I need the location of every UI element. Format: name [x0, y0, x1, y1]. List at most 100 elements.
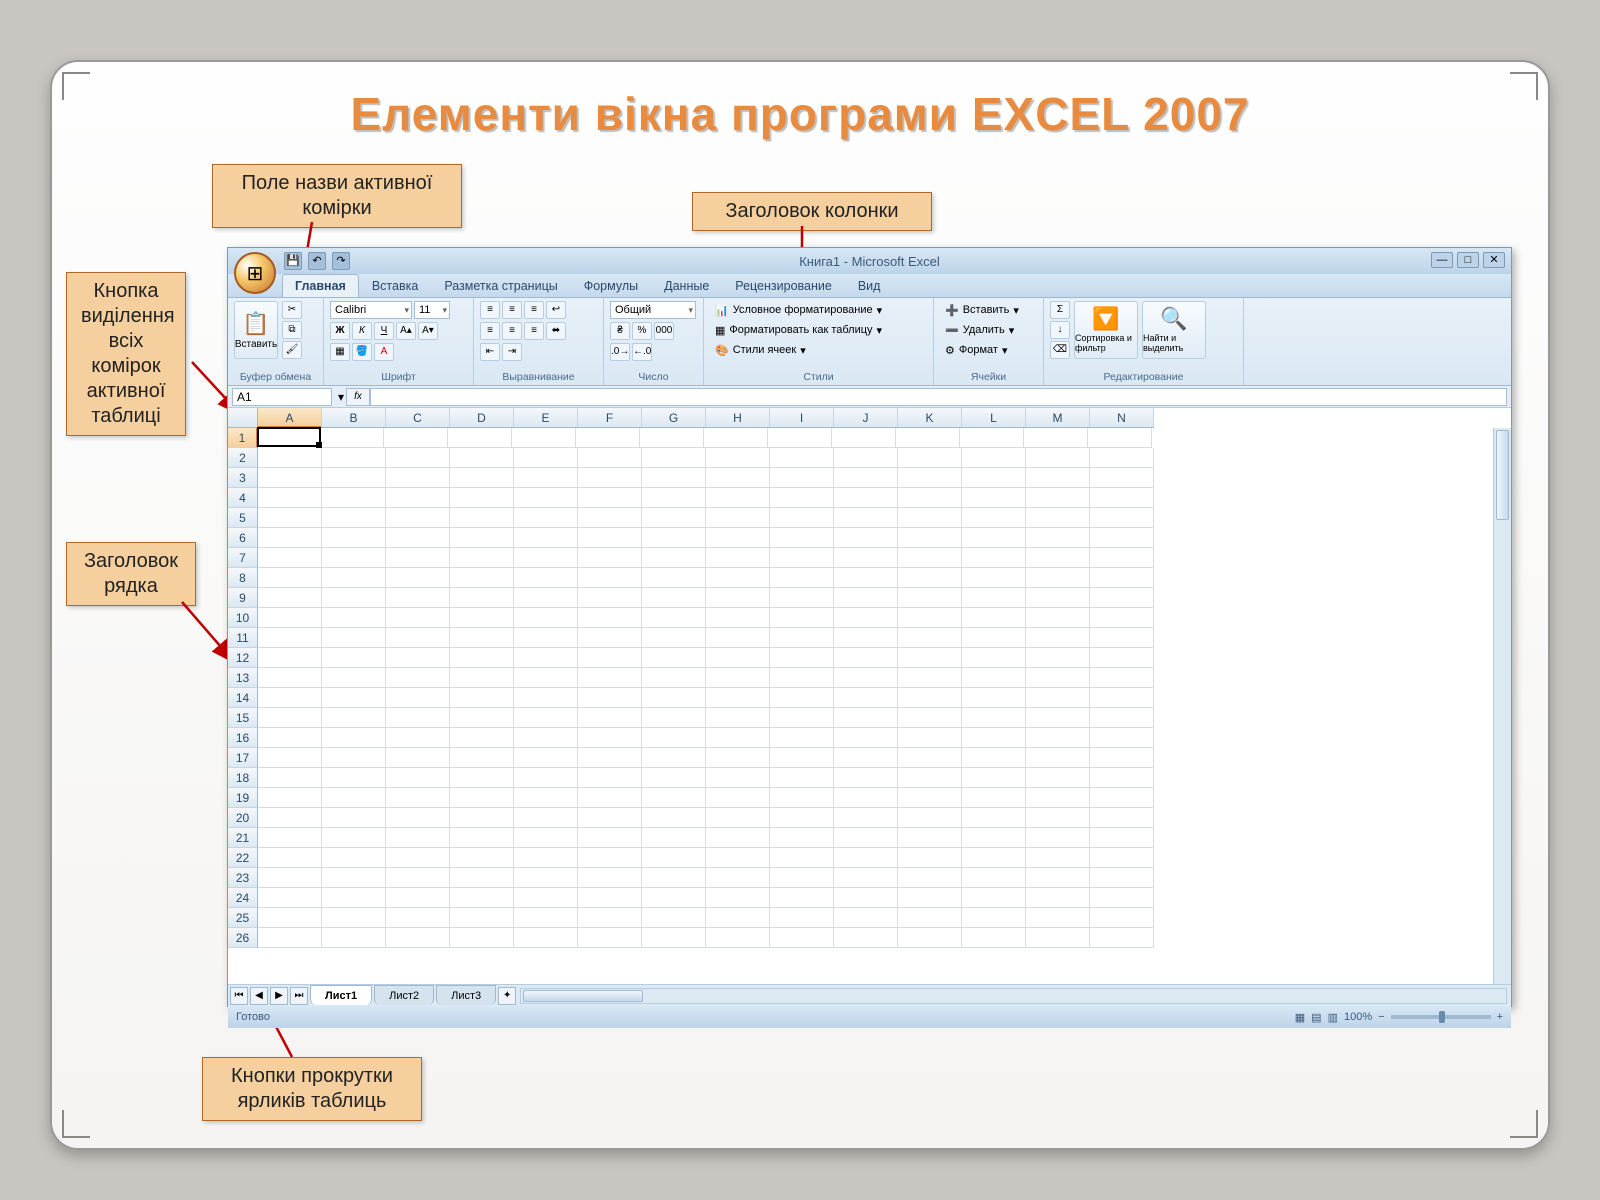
column-header[interactable]: G [642, 408, 706, 428]
cell[interactable] [770, 748, 834, 768]
row-header[interactable]: 11 [228, 628, 258, 648]
cell[interactable] [706, 728, 770, 748]
cell[interactable] [322, 868, 386, 888]
cell[interactable] [642, 648, 706, 668]
cell[interactable] [898, 728, 962, 748]
indent-decrease-button[interactable]: ⇤ [480, 343, 500, 361]
column-header[interactable]: A [258, 408, 322, 428]
cell[interactable] [706, 888, 770, 908]
cell[interactable] [962, 568, 1026, 588]
cell[interactable] [770, 808, 834, 828]
new-sheet-button[interactable]: ✦ [498, 987, 516, 1005]
cell[interactable] [1090, 508, 1154, 528]
shrink-font-button[interactable]: A▾ [418, 322, 438, 340]
cell[interactable] [450, 568, 514, 588]
cell[interactable] [706, 688, 770, 708]
cell[interactable] [514, 648, 578, 668]
cell[interactable] [706, 468, 770, 488]
cell[interactable] [642, 508, 706, 528]
cell[interactable] [1090, 668, 1154, 688]
column-header[interactable]: I [770, 408, 834, 428]
cell[interactable] [896, 428, 960, 448]
cell[interactable] [642, 608, 706, 628]
cell[interactable] [834, 608, 898, 628]
cell[interactable] [450, 928, 514, 948]
cell[interactable] [642, 868, 706, 888]
cell-styles-button[interactable]: 🎨Стили ячеек ▾ [710, 341, 811, 359]
cell[interactable] [962, 448, 1026, 468]
cell[interactable] [578, 908, 642, 928]
align-middle-button[interactable]: ≡ [502, 301, 522, 319]
cell[interactable] [770, 468, 834, 488]
cell[interactable] [258, 468, 322, 488]
cell[interactable] [770, 688, 834, 708]
cell[interactable] [1090, 528, 1154, 548]
cell[interactable] [1026, 788, 1090, 808]
cell[interactable] [258, 788, 322, 808]
cell[interactable] [706, 828, 770, 848]
column-header[interactable]: C [386, 408, 450, 428]
cell[interactable] [578, 788, 642, 808]
row-header[interactable]: 8 [228, 568, 258, 588]
column-header[interactable]: D [450, 408, 514, 428]
view-pagebreak-button[interactable]: ▥ [1328, 1011, 1338, 1024]
cell[interactable] [1090, 708, 1154, 728]
cell[interactable] [514, 908, 578, 928]
cell[interactable] [642, 628, 706, 648]
cell[interactable] [514, 528, 578, 548]
scroll-thumb[interactable] [1496, 430, 1509, 520]
cell[interactable] [1090, 648, 1154, 668]
cell[interactable] [514, 468, 578, 488]
cell[interactable] [258, 528, 322, 548]
qat-save-button[interactable]: 💾 [284, 252, 302, 270]
cell[interactable] [450, 748, 514, 768]
cell[interactable] [322, 888, 386, 908]
row-header[interactable]: 7 [228, 548, 258, 568]
cell[interactable] [898, 648, 962, 668]
cell[interactable] [1026, 648, 1090, 668]
row-header[interactable]: 23 [228, 868, 258, 888]
cell[interactable] [898, 588, 962, 608]
cell[interactable] [1090, 748, 1154, 768]
row-header[interactable]: 22 [228, 848, 258, 868]
cell[interactable] [578, 508, 642, 528]
cell[interactable] [386, 728, 450, 748]
cell[interactable] [834, 688, 898, 708]
cell[interactable] [962, 748, 1026, 768]
cell[interactable] [1090, 568, 1154, 588]
cell[interactable] [834, 828, 898, 848]
cell[interactable] [514, 828, 578, 848]
cell[interactable] [770, 768, 834, 788]
row-header[interactable]: 3 [228, 468, 258, 488]
underline-button[interactable]: Ч [374, 322, 394, 340]
cell[interactable] [322, 828, 386, 848]
cell[interactable] [962, 548, 1026, 568]
row-header[interactable]: 2 [228, 448, 258, 468]
cell[interactable] [448, 428, 512, 448]
cell[interactable] [898, 448, 962, 468]
cell[interactable] [834, 768, 898, 788]
cell[interactable] [578, 808, 642, 828]
view-layout-button[interactable]: ▤ [1311, 1011, 1321, 1024]
column-header[interactable]: B [322, 408, 386, 428]
maximize-button[interactable]: □ [1457, 252, 1479, 268]
cell[interactable] [258, 768, 322, 788]
cell[interactable] [322, 808, 386, 828]
cell[interactable] [514, 748, 578, 768]
align-left-button[interactable]: ≡ [480, 322, 500, 340]
currency-button[interactable]: ₴ [610, 322, 630, 340]
cell[interactable] [642, 928, 706, 948]
cell[interactable] [258, 588, 322, 608]
cell[interactable] [898, 928, 962, 948]
copy-button[interactable]: ⧉ [282, 321, 302, 339]
cell[interactable] [1026, 608, 1090, 628]
cell[interactable] [706, 788, 770, 808]
cell[interactable] [1026, 488, 1090, 508]
cell[interactable] [770, 608, 834, 628]
cell[interactable] [768, 428, 832, 448]
cut-button[interactable]: ✂ [282, 301, 302, 319]
cell[interactable] [834, 588, 898, 608]
cell[interactable] [962, 588, 1026, 608]
cell[interactable] [514, 588, 578, 608]
cell[interactable] [898, 568, 962, 588]
